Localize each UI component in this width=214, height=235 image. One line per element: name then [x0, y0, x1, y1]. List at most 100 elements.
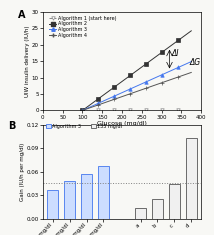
Algorithm 2 [123, 78, 125, 81]
Algorithm 1 (start here) [94, 109, 97, 112]
Algorithm 2 [81, 109, 84, 112]
Algorithm 3 [174, 67, 177, 70]
Algorithm 2 [91, 102, 93, 105]
Algorithm 2 [184, 34, 186, 37]
Algorithm 2 [135, 69, 138, 72]
Algorithm 2 [190, 29, 193, 32]
Bar [152, 199, 163, 219]
Algorithm 4 [129, 92, 132, 95]
Algorithm 1 (start here) [116, 109, 119, 112]
Algorithm 1 (start here) [190, 109, 193, 112]
Algorithm 4 [81, 109, 84, 112]
Algorithm 1 (start here) [174, 109, 177, 112]
Algorithm 4 [180, 74, 183, 77]
Algorithm 3 [187, 62, 189, 64]
Bar [48, 190, 58, 219]
Algorithm 3 [145, 80, 148, 83]
Algorithm 3 [158, 74, 160, 77]
Algorithm 4 [104, 101, 106, 104]
Algorithm 1 (start here) [164, 109, 167, 112]
Algorithm 3 [139, 83, 141, 86]
Algorithm 3 [126, 89, 128, 92]
Line: Algorithm 4: Algorithm 4 [81, 71, 193, 112]
Algorithm 4 [94, 105, 97, 107]
Legend: Algorithm 3, 135 mg/dl: Algorithm 3, 135 mg/dl [45, 123, 123, 129]
Line: Algorithm 2: Algorithm 2 [81, 29, 193, 112]
Algorithm 3 [97, 102, 100, 105]
Algorithm 2 [113, 86, 116, 88]
Algorithm 4 [107, 100, 109, 103]
Text: B: B [8, 121, 15, 131]
Algorithm 1 (start here) [104, 109, 106, 112]
Algorithm 4 [139, 89, 141, 92]
Algorithm 2 [97, 97, 100, 100]
Algorithm 4 [161, 81, 164, 84]
Algorithm 2 [110, 88, 113, 91]
Algorithm 1 (start here) [88, 109, 90, 112]
Algorithm 3 [148, 79, 151, 82]
Algorithm 2 [126, 76, 128, 79]
Algorithm 3 [190, 60, 193, 63]
Algorithm 1 (start here) [84, 109, 87, 112]
Algorithm 3 [171, 69, 173, 72]
Algorithm 4 [171, 78, 173, 81]
Algorithm 4 [164, 80, 167, 83]
Algorithm 3 [168, 70, 170, 73]
Algorithm 1 (start here) [135, 109, 138, 112]
Algorithm 1 (start here) [81, 109, 84, 112]
Algorithm 3 [113, 95, 116, 98]
Algorithm 2 [180, 36, 183, 39]
Algorithm 1 (start here) [107, 109, 109, 112]
Algorithm 4 [84, 108, 87, 111]
Algorithm 3 [129, 87, 132, 90]
Algorithm 3 [110, 96, 113, 99]
Algorithm 3 [94, 103, 97, 106]
Algorithm 3 [161, 73, 164, 76]
Algorithm 3 [88, 106, 90, 109]
Bar [98, 166, 109, 219]
Algorithm 2 [164, 48, 167, 51]
Y-axis label: UIW insulin delivery (IU/h): UIW insulin delivery (IU/h) [25, 25, 30, 97]
Algorithm 4 [100, 102, 103, 105]
Algorithm 4 [190, 71, 193, 74]
Algorithm 4 [168, 79, 170, 82]
Algorithm 1 (start here) [158, 109, 160, 112]
Algorithm 2 [104, 93, 106, 95]
Algorithm 4 [148, 86, 151, 88]
Algorithm 3 [132, 86, 135, 89]
Algorithm 2 [107, 90, 109, 93]
Algorithm 2 [100, 95, 103, 98]
Algorithm 1 (start here) [184, 109, 186, 112]
Algorithm 1 (start here) [100, 109, 103, 112]
Algorithm 3 [104, 99, 106, 102]
Algorithm 3 [123, 90, 125, 93]
Algorithm 1 (start here) [180, 109, 183, 112]
Algorithm 3 [177, 66, 180, 69]
Algorithm 2 [152, 58, 154, 60]
Algorithm 4 [184, 73, 186, 76]
Bar [135, 208, 146, 219]
Algorithm 3 [81, 109, 84, 112]
Bar [169, 184, 180, 219]
Algorithm 2 [129, 74, 132, 77]
Text: ΔG: ΔG [189, 58, 201, 67]
Algorithm 4 [113, 98, 116, 101]
Algorithm 2 [174, 41, 177, 44]
Algorithm 2 [120, 81, 122, 84]
Algorithm 1 (start here) [97, 109, 100, 112]
Algorithm 2 [148, 60, 151, 63]
Algorithm 4 [174, 77, 177, 79]
Algorithm 4 [177, 75, 180, 78]
Algorithm 2 [187, 32, 189, 35]
Bar [81, 174, 92, 219]
Algorithm 3 [135, 85, 138, 87]
Algorithm 2 [116, 83, 119, 86]
Algorithm 1 (start here) [142, 109, 144, 112]
Algorithm 1 (start here) [120, 109, 122, 112]
Algorithm 1 (start here) [113, 109, 116, 112]
Algorithm 2 [168, 46, 170, 49]
Algorithm 3 [180, 64, 183, 67]
Algorithm 3 [164, 72, 167, 74]
Algorithm 4 [116, 97, 119, 100]
Algorithm 2 [94, 100, 97, 102]
